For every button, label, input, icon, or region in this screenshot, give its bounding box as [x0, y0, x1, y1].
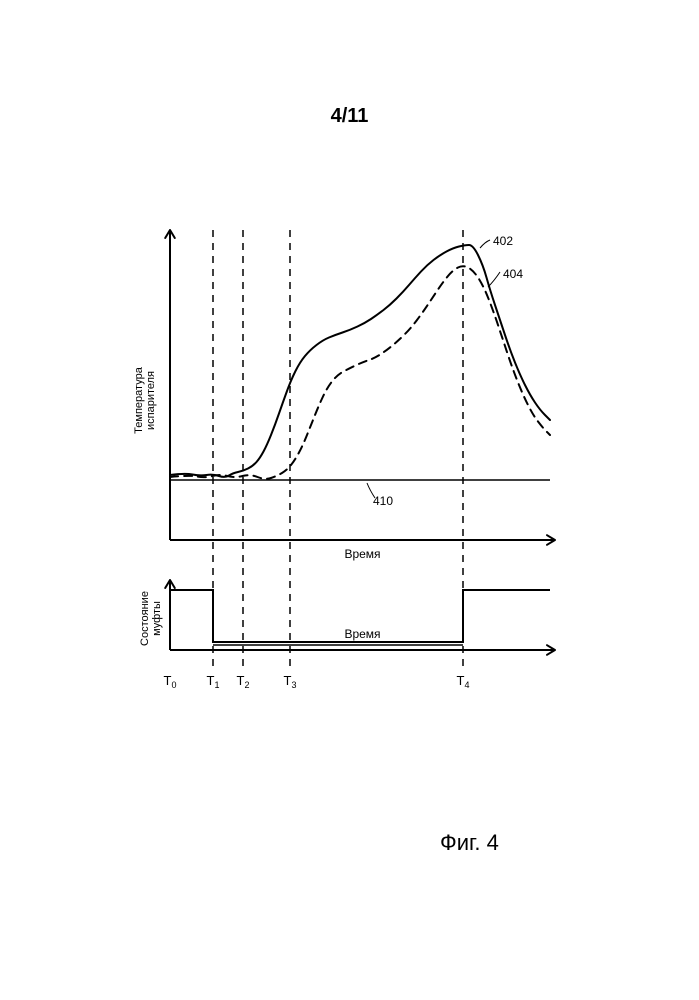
svg-text:Время: Время: [344, 627, 380, 641]
svg-text:T4: T4: [457, 673, 470, 690]
svg-text:T1: T1: [207, 673, 220, 690]
svg-text:Время: Время: [344, 547, 380, 561]
svg-text:испарителя: испарителя: [145, 371, 157, 430]
page-number: 4/11: [0, 105, 699, 128]
svg-text:404: 404: [503, 267, 523, 281]
svg-text:402: 402: [493, 234, 513, 248]
svg-text:Состояние: Состояние: [139, 591, 151, 646]
svg-text:Температура: Температура: [133, 366, 145, 434]
figure-caption: Фиг. 4: [440, 830, 499, 856]
svg-text:410: 410: [373, 494, 393, 508]
svg-text:T0: T0: [164, 673, 177, 690]
svg-text:муфты: муфты: [151, 601, 163, 636]
svg-text:T3: T3: [284, 673, 297, 690]
svg-text:T2: T2: [237, 673, 250, 690]
